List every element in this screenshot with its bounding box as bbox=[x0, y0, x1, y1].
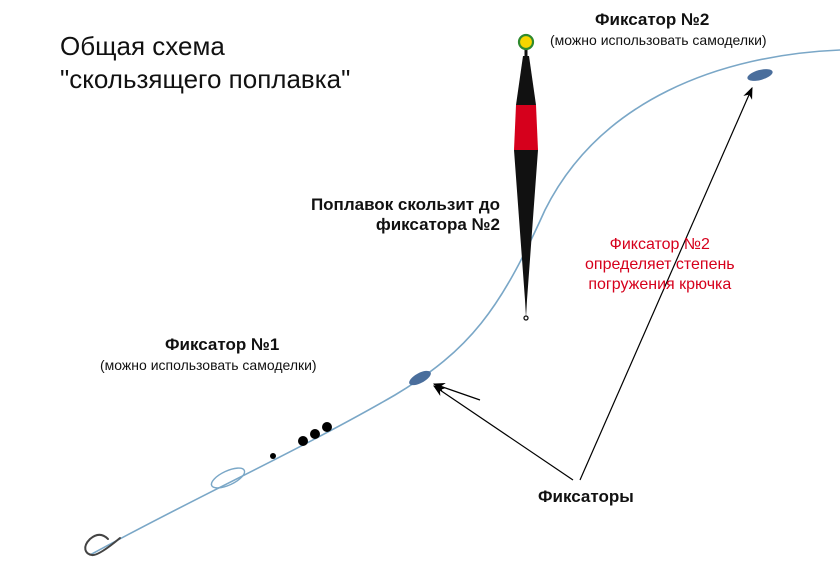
title-line1: Общая схема bbox=[60, 31, 225, 61]
float-slides-line1: Поплавок скользит до bbox=[311, 195, 500, 214]
float-tip-circle bbox=[519, 35, 533, 49]
title-line2: "скользящего поплавка" bbox=[60, 64, 350, 94]
arrow-fixators-to-f1 bbox=[434, 386, 573, 480]
red-note-line2: определяет степень bbox=[585, 256, 735, 273]
small-bead bbox=[270, 453, 276, 459]
weight-bead-0 bbox=[298, 436, 308, 446]
fixator2-sub: (можно использовать самоделки) bbox=[550, 32, 767, 49]
weight-bead-1 bbox=[310, 429, 320, 439]
float-bobber bbox=[514, 42, 538, 320]
weight-bead-2 bbox=[322, 422, 332, 432]
float-slides-line2: фиксатора №2 bbox=[376, 215, 500, 234]
fixator2-title: Фиксатор №2 bbox=[595, 10, 709, 30]
float-slides-label: Поплавок скользит до фиксатора №2 bbox=[270, 195, 500, 236]
fixator1-title: Фиксатор №1 bbox=[165, 335, 279, 355]
fishing-line bbox=[90, 50, 840, 555]
fixator-2 bbox=[746, 67, 774, 83]
diagram-canvas: Общая схема "скользящего поплавка" Фикса… bbox=[0, 0, 840, 573]
title: Общая схема "скользящего поплавка" bbox=[60, 30, 350, 95]
fixator1-sub: (можно использовать самоделки) bbox=[100, 357, 317, 374]
red-note-line3: погружения крючка bbox=[588, 276, 731, 293]
arrow-to-fixator1 bbox=[434, 384, 480, 400]
hook bbox=[85, 535, 120, 555]
fixators-title: Фиксаторы bbox=[538, 487, 634, 507]
red-note-line1: Фиксатор №2 bbox=[610, 236, 710, 253]
red-note: Фиксатор №2 определяет степень погружени… bbox=[585, 235, 735, 295]
line-loop bbox=[209, 464, 248, 492]
